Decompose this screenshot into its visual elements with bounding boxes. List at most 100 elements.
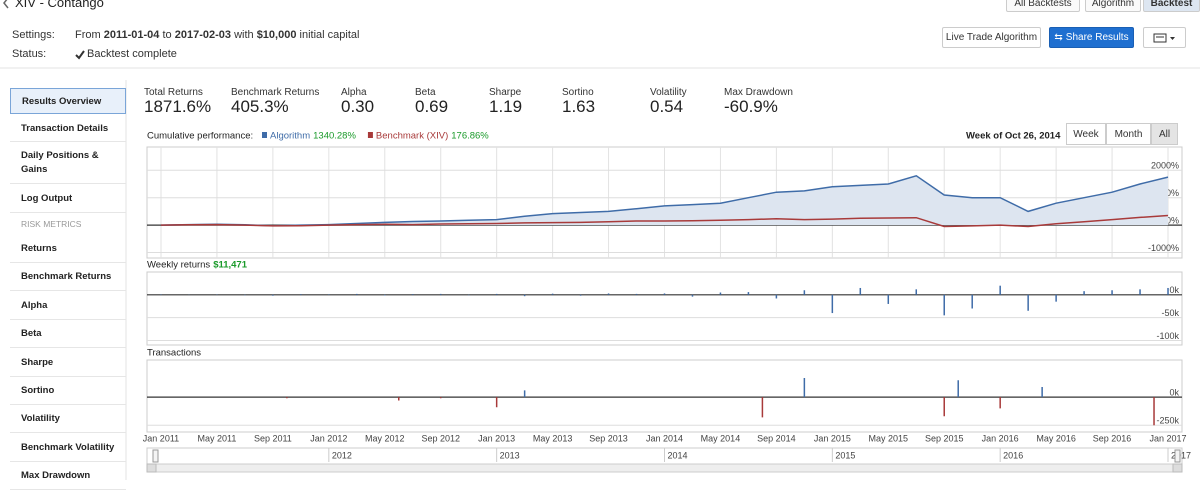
status-label: Status: bbox=[12, 48, 46, 60]
legend-label: Benchmark (XIV) bbox=[376, 131, 448, 142]
x-tick-label: Sep 2013 bbox=[589, 433, 628, 443]
legend-swatch bbox=[368, 132, 373, 138]
bar bbox=[860, 288, 862, 295]
x-tick-label: May 2014 bbox=[701, 433, 741, 443]
bar bbox=[916, 289, 918, 294]
bar bbox=[524, 295, 526, 296]
chart-title: Transactions bbox=[147, 348, 201, 359]
text: with bbox=[234, 29, 254, 41]
bar bbox=[804, 290, 806, 295]
sidebar-item[interactable]: Returns bbox=[10, 235, 126, 263]
x-tick-label: Jan 2013 bbox=[478, 433, 515, 443]
navigator-year: 2015 bbox=[835, 450, 855, 460]
navigator-year: 2017 bbox=[1171, 450, 1191, 460]
range-button[interactable]: Week bbox=[1066, 123, 1106, 145]
bar bbox=[496, 294, 498, 295]
sidebar-item[interactable]: Daily Positions & Gains bbox=[10, 143, 126, 184]
range-button[interactable]: All bbox=[1151, 123, 1178, 145]
x-tick-label: Jan 2016 bbox=[982, 433, 1019, 443]
live-trade-button[interactable]: Live Trade Algorithm bbox=[942, 27, 1041, 48]
hover-label: Week of Oct 26, 2014 bbox=[966, 131, 1061, 142]
navigator-year: 2013 bbox=[500, 450, 520, 460]
status: Backtest complete bbox=[87, 48, 177, 60]
x-tick-label: May 2013 bbox=[533, 433, 573, 443]
sidebar-item[interactable]: Results Overview bbox=[10, 88, 126, 114]
tab[interactable]: Backtest bbox=[1143, 0, 1200, 12]
y-tick-label: 0k bbox=[1169, 388, 1179, 398]
end-date: 2017-02-03 bbox=[175, 29, 231, 41]
x-tick-label: Jan 2012 bbox=[310, 433, 347, 443]
bar bbox=[1055, 295, 1057, 302]
legend-value: 176.86% bbox=[451, 131, 489, 142]
bar bbox=[440, 294, 442, 295]
bar bbox=[776, 295, 778, 299]
bar bbox=[356, 294, 358, 295]
nav-handle[interactable] bbox=[153, 450, 158, 462]
bar bbox=[1139, 289, 1141, 294]
y-tick-label: -250k bbox=[1156, 416, 1179, 426]
bar bbox=[999, 397, 1001, 408]
bar bbox=[957, 380, 959, 397]
bar bbox=[1027, 295, 1029, 311]
sidebar-item[interactable]: Benchmark Returns bbox=[10, 263, 126, 291]
chart-title: Cumulative performance: bbox=[147, 131, 253, 142]
x-tick-label: Sep 2011 bbox=[254, 433, 292, 443]
bar bbox=[1153, 397, 1155, 425]
scroll-right[interactable] bbox=[1173, 464, 1182, 472]
bar bbox=[412, 294, 414, 295]
sidebar-item[interactable]: Volatility bbox=[10, 405, 126, 433]
nav-handle[interactable] bbox=[1175, 450, 1180, 462]
bar bbox=[1041, 387, 1043, 397]
sidebar-item[interactable]: Log Output bbox=[10, 185, 126, 213]
chart-title: Weekly returns bbox=[147, 260, 210, 271]
navigator-year: 2012 bbox=[332, 450, 352, 460]
range-button[interactable]: Month bbox=[1106, 123, 1151, 145]
bar bbox=[832, 295, 834, 313]
share-icon: ⇆ bbox=[1054, 32, 1062, 43]
navigator-year: 2016 bbox=[1003, 450, 1023, 460]
sidebar-item[interactable]: Transaction Details bbox=[10, 115, 126, 142]
plot-frame bbox=[147, 360, 1182, 432]
bar bbox=[720, 293, 722, 295]
bar bbox=[943, 295, 945, 316]
metric-value: 0.30 bbox=[341, 97, 374, 117]
metric-value: -60.9% bbox=[724, 97, 778, 117]
bar bbox=[524, 390, 526, 397]
plot-frame bbox=[147, 272, 1182, 345]
x-tick-label: Jan 2014 bbox=[646, 433, 683, 443]
x-tick-label: May 2016 bbox=[1036, 433, 1076, 443]
back-icon[interactable] bbox=[4, 0, 8, 8]
y-tick-label: -50k bbox=[1161, 308, 1179, 318]
metric-value: 1.63 bbox=[562, 97, 595, 117]
scroll-left[interactable] bbox=[147, 464, 156, 472]
bar bbox=[384, 295, 386, 296]
metric-value: 1.19 bbox=[489, 97, 522, 117]
bar bbox=[971, 295, 973, 309]
sidebar-item[interactable]: Sharpe bbox=[10, 349, 126, 377]
sidebar-item[interactable]: Benchmark Volatility bbox=[10, 434, 126, 462]
x-tick-label: Sep 2014 bbox=[757, 433, 796, 443]
bar bbox=[496, 397, 498, 407]
bar bbox=[888, 295, 890, 304]
bar bbox=[999, 286, 1001, 295]
share-button[interactable]: ⇆Share Results bbox=[1049, 27, 1134, 48]
chart-title-value: $11,471 bbox=[213, 260, 248, 271]
x-tick-label: Sep 2016 bbox=[1093, 433, 1132, 443]
bar bbox=[1111, 290, 1113, 295]
x-tick-label: Jan 2011 bbox=[143, 433, 179, 443]
sidebar-item: RISK METRICS bbox=[10, 214, 126, 234]
legend-swatch bbox=[262, 132, 267, 138]
metric-value: 405.3% bbox=[231, 97, 289, 117]
sidebar-item[interactable]: Sortino bbox=[10, 377, 126, 405]
settings-label: Settings: bbox=[12, 29, 55, 41]
sidebar-item[interactable]: Beta bbox=[10, 320, 126, 348]
tab[interactable]: Algorithm bbox=[1085, 0, 1141, 12]
bar bbox=[1083, 291, 1085, 295]
sidebar-item[interactable]: Alpha bbox=[10, 292, 126, 320]
sidebar-item[interactable]: Max Drawdown bbox=[10, 462, 126, 490]
legend-label: Algorithm bbox=[270, 131, 310, 142]
bar bbox=[286, 397, 288, 398]
scrollbar[interactable] bbox=[147, 464, 1182, 472]
menu-button[interactable] bbox=[1143, 27, 1186, 48]
tab[interactable]: All Backtests bbox=[1006, 0, 1080, 12]
